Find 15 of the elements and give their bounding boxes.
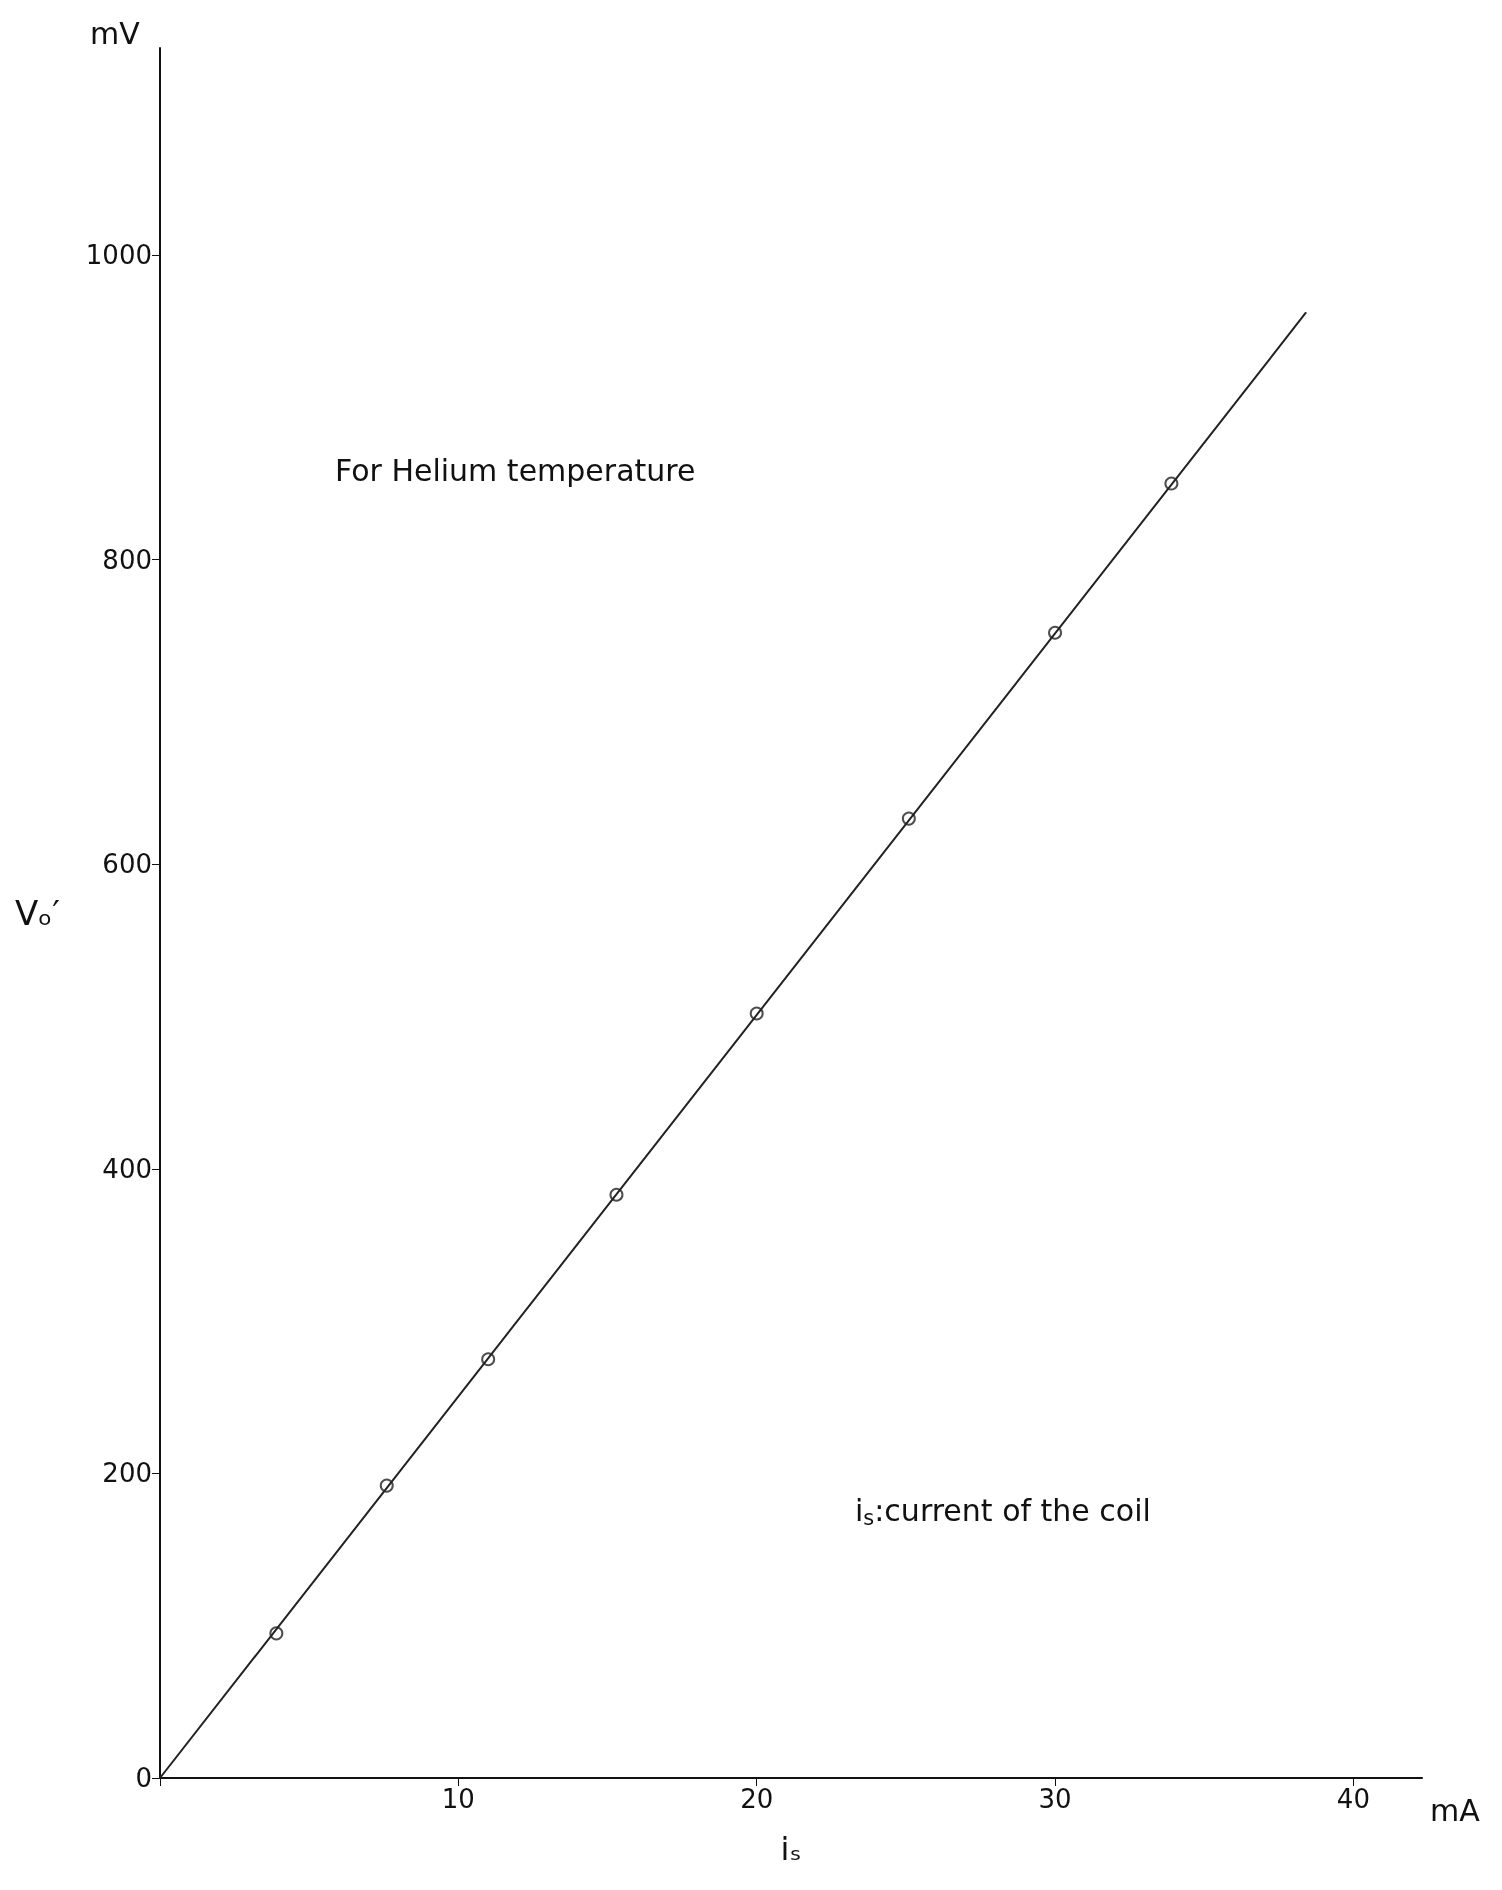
x-tick-label: 40 [1336,1784,1370,1814]
y-tick-label: 1000 [85,240,152,271]
x-tick-label: 20 [740,1784,774,1814]
text: mV [90,15,141,51]
text: mA [1430,1792,1481,1828]
x-tick-label: 10 [441,1784,475,1814]
y-tick-label: 600 [102,849,152,880]
y-tick-label: 0 [135,1763,152,1793]
y-tick-label: 400 [102,1153,152,1184]
x-axis-title: iₛ [780,1830,802,1868]
annotation: For Helium temperature [335,452,696,488]
x-tick-label: 30 [1038,1784,1072,1814]
y-axis-title: Vₒ′ [14,893,60,933]
y-tick-label: 200 [102,1458,152,1489]
y-tick-label: 800 [102,544,152,575]
